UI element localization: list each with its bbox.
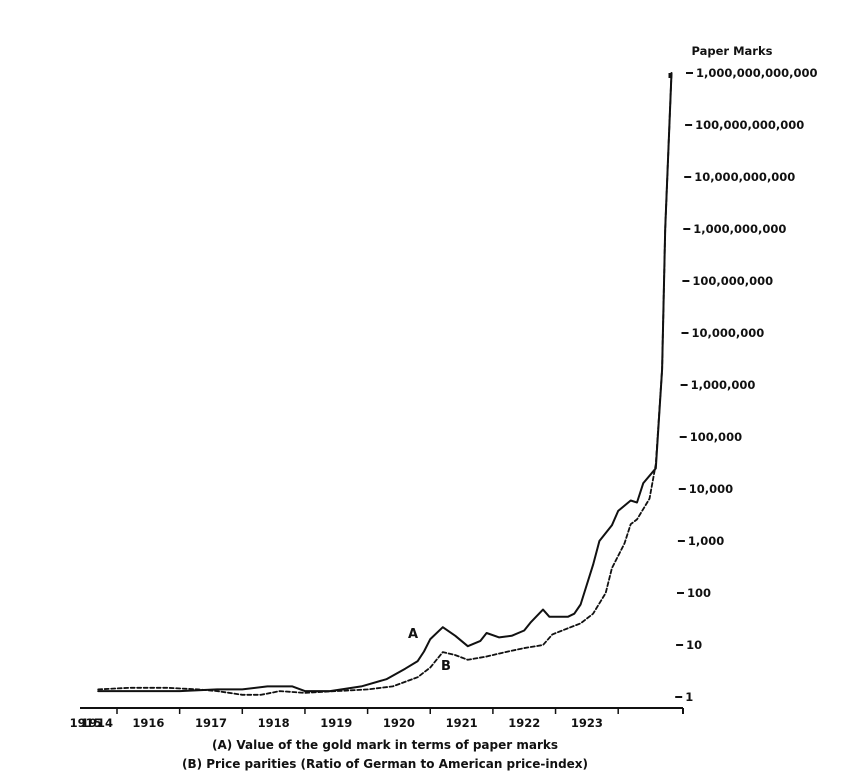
series-label-a: A — [408, 627, 418, 642]
y-tick-label: 100,000,000 — [692, 274, 773, 288]
legend-caption-b: (B) Price parities (Ratio of German to A… — [181, 757, 589, 771]
x-tick-label: 1917 — [195, 716, 227, 730]
x-tick-label: 1922 — [508, 716, 540, 730]
series-a-line — [97, 72, 673, 693]
y-tick-label: 1,000,000,000 — [693, 222, 786, 236]
y-axis-title: Paper Marks — [692, 44, 773, 58]
y-tick-label: 10,000,000 — [692, 326, 765, 340]
y-tick-label: 100,000 — [690, 430, 742, 444]
y-tick-label: 1,000 — [688, 534, 724, 548]
series-annotations: AB — [408, 627, 451, 674]
y-axis: 1 10 100 1,000 10,000 100,000 1,000,000 10,000,… — [668, 66, 818, 704]
y-tick-label: 10,000 — [689, 482, 733, 496]
x-tick-label: 1920 — [383, 716, 415, 730]
series-b-line — [97, 72, 673, 696]
x-tick-label: 1919 — [320, 716, 352, 730]
y-tick-label: 1,000,000,000,000 — [696, 66, 818, 80]
y-tick-label: 10,000,000,000 — [694, 170, 795, 184]
y-tick-label: 100 — [687, 586, 711, 600]
series-label-b: B — [441, 659, 451, 674]
x-tick-label: 1918 — [258, 716, 290, 730]
y-tick-label: 1 — [685, 690, 693, 704]
y-tick-label: 100,000,000,000 — [695, 118, 804, 132]
x-tick-label: 1914 — [81, 716, 113, 730]
x-tick-label: 1915 — [70, 716, 102, 730]
plot-lines — [97, 72, 673, 696]
x-tick-label: 1923 — [571, 716, 603, 730]
legend-caption-a: (A) Value of the gold mark in terms of p… — [211, 738, 558, 752]
x-tick-label: 1916 — [132, 716, 164, 730]
y-tick-label: 1,000,000 — [691, 378, 756, 392]
x-tick-label: 1921 — [446, 716, 478, 730]
y-tick-label: 10 — [686, 638, 702, 652]
